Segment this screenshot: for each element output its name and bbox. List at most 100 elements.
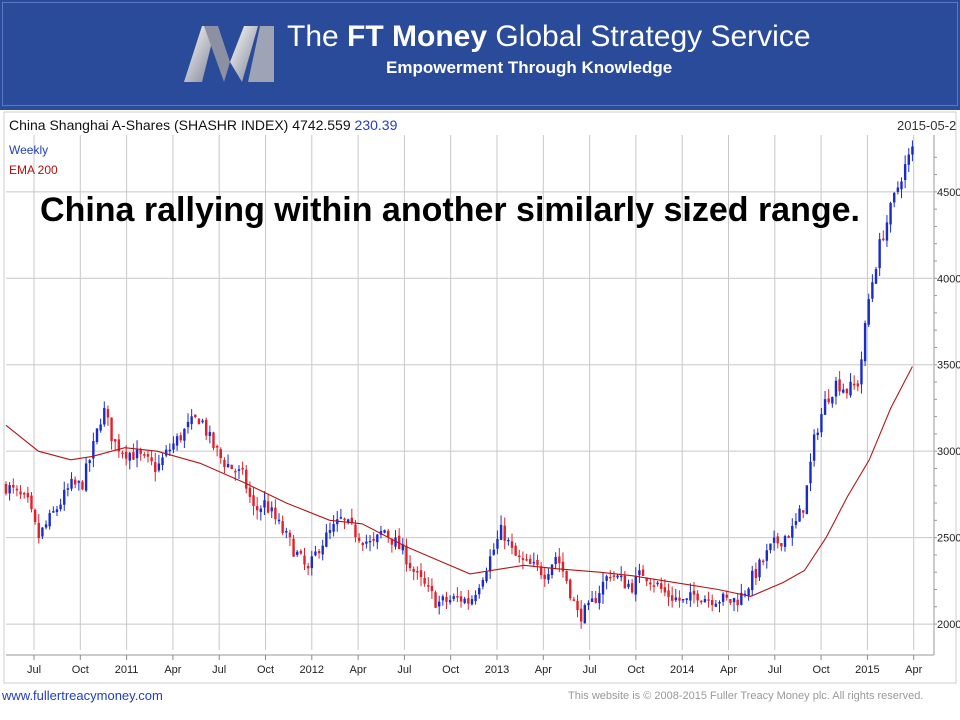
candle-body: [357, 537, 361, 541]
candle-body: [561, 561, 565, 572]
candle-body: [787, 535, 790, 538]
candle-body: [507, 539, 510, 542]
candle-body: [823, 399, 827, 415]
candle-body: [248, 487, 252, 497]
banner-border: [2, 2, 958, 106]
candle-body: [48, 513, 51, 527]
candle-body: [303, 555, 306, 565]
candle-body: [649, 582, 652, 585]
candle-body: [387, 530, 390, 537]
candle-body: [226, 463, 230, 468]
x-tick-label: Jul: [768, 664, 782, 676]
candle-body: [638, 570, 641, 576]
candle-body: [121, 452, 124, 455]
candle-body: [670, 595, 674, 601]
candle-body: [499, 524, 503, 540]
candle-body: [310, 556, 313, 569]
candle-body: [4, 483, 8, 494]
candle-body: [379, 531, 383, 535]
candle-body: [743, 593, 747, 596]
candle-body: [798, 508, 801, 522]
candle-body: [696, 593, 699, 601]
candle-body: [423, 577, 426, 584]
candle-body: [255, 506, 259, 511]
footer-copyright: This website is © 2008-2015 Fuller Treac…: [568, 690, 924, 702]
candle-body: [73, 479, 77, 485]
candle-body: [350, 517, 354, 523]
candle-body: [871, 282, 874, 299]
candle-body: [802, 510, 805, 513]
chart-last-price: 4742.559: [292, 117, 351, 133]
candle-body: [197, 418, 201, 425]
ft-money-logo: [184, 26, 274, 82]
candle-body: [135, 449, 139, 459]
candle-body: [117, 439, 121, 452]
candle-body: [106, 409, 110, 418]
candle-body: [448, 600, 452, 603]
candle-body: [154, 462, 157, 472]
candle-body: [740, 592, 743, 605]
candle-body: [383, 530, 386, 533]
candle-body: [478, 587, 481, 595]
y-tick-label: 4000: [937, 273, 960, 285]
candle-body: [408, 562, 412, 569]
candle-body: [277, 519, 281, 522]
candle-body: [346, 519, 350, 523]
candle-body: [674, 597, 678, 601]
candle-body: [816, 432, 819, 436]
banner-title-bold: FT Money: [347, 20, 488, 53]
y-tick-label: 2500: [937, 533, 960, 545]
candle-body: [325, 532, 328, 547]
candle-body: [550, 564, 554, 575]
candle-body: [634, 575, 637, 595]
candle-body: [281, 521, 284, 534]
candle-body: [911, 146, 914, 155]
candle-body: [168, 449, 172, 452]
x-tick-label: Apr: [905, 664, 922, 676]
candle-body: [521, 558, 525, 560]
footer-website-link[interactable]: www.fullertreacymoney.com: [2, 688, 163, 703]
candle-body: [77, 481, 81, 483]
candle-body: [299, 550, 303, 554]
candle-body: [583, 605, 586, 624]
candle-body: [488, 556, 492, 572]
chart-date: 2015-05-2: [897, 118, 957, 133]
candle-body: [572, 599, 576, 601]
candle-body: [99, 424, 102, 431]
candle-body: [616, 575, 619, 578]
x-tick-label: Apr: [350, 664, 367, 676]
candle-body: [201, 420, 204, 423]
candle-body: [397, 535, 401, 550]
candle-body: [663, 587, 667, 593]
candle-body: [754, 569, 758, 579]
x-tick-label: Jul: [212, 664, 226, 676]
candle-body: [703, 598, 707, 603]
candle-body: [765, 550, 769, 561]
candle-body: [805, 485, 809, 514]
candle-body: [594, 598, 597, 603]
candle-body: [481, 579, 485, 587]
candle-body: [510, 541, 514, 548]
banner-subtitle: Empowerment Through Knowledge: [386, 58, 673, 77]
candle-body: [19, 491, 22, 495]
candle-body: [485, 571, 488, 582]
candle-body: [416, 571, 419, 573]
candle-body: [882, 238, 885, 241]
candle-body: [412, 568, 415, 572]
x-tick-label: 2014: [670, 664, 694, 676]
x-tick-label: Jul: [397, 664, 411, 676]
candle-body: [718, 602, 721, 604]
candle-body: [23, 493, 26, 495]
candle-body: [55, 509, 59, 513]
candle-body: [758, 559, 761, 578]
candle-body: [215, 446, 219, 448]
candle-body: [70, 478, 73, 489]
x-tick-label: Oct: [442, 664, 459, 676]
candle-body: [627, 583, 630, 588]
candle-body: [827, 398, 830, 403]
candle-body: [259, 508, 263, 513]
candle-body: [667, 590, 670, 598]
candle-body: [605, 576, 608, 581]
candle-body: [132, 452, 135, 460]
candle-body: [845, 388, 849, 394]
